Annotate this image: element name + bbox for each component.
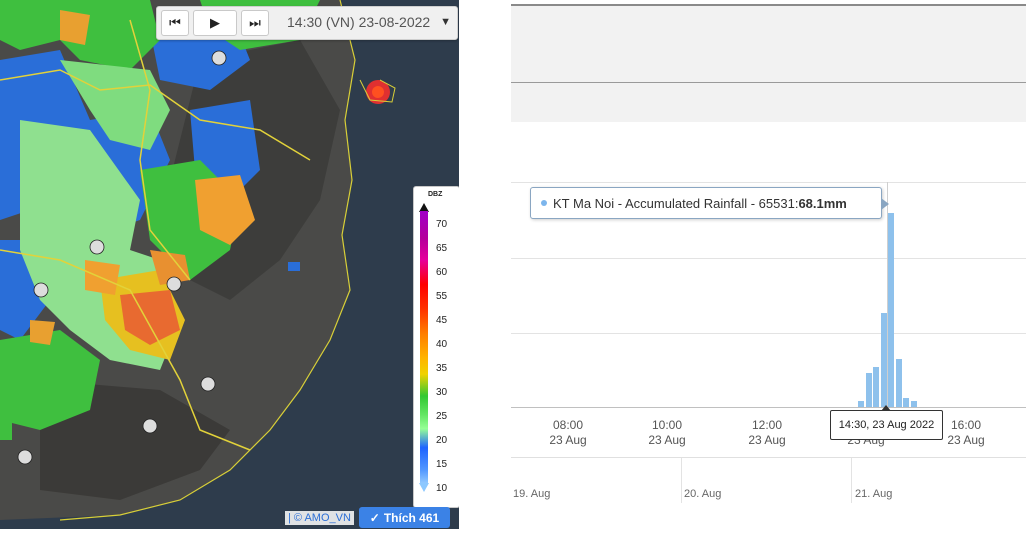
legend-tick: 15 (436, 459, 448, 470)
map-credit-link[interactable]: | © AMO_VN (285, 511, 354, 525)
chart-header-band (511, 4, 1026, 122)
navigator-tick: 19. Aug (513, 488, 551, 500)
rainfall-bar[interactable] (858, 401, 864, 407)
check-icon: ✓ (369, 510, 380, 525)
legend-unit: DBZ (428, 191, 443, 198)
x-tooltip-label: 14:30, 23 Aug 2022 (838, 419, 935, 431)
rainfall-bar[interactable] (873, 367, 879, 407)
legend-tick: 45 (436, 315, 448, 326)
like-button[interactable]: ✓ Thích 461 (359, 507, 450, 528)
legend-tick: 30 (436, 387, 448, 398)
header-divider (511, 82, 1026, 83)
tooltip-pointer (881, 198, 889, 210)
dbz-legend: DBZ 70 65 60 55 45 40 35 30 25 20 15 10 (413, 186, 459, 508)
legend-tick: 60 (436, 267, 448, 278)
navigator-separator (851, 458, 852, 503)
rainfall-bar[interactable] (895, 359, 902, 407)
grid-line (511, 182, 1026, 183)
header-top-line (511, 4, 1026, 6)
rainfall-bar[interactable] (910, 401, 917, 407)
rainfall-bar[interactable] (865, 373, 872, 407)
tooltip-value: 68.1mm (798, 195, 847, 211)
x-tick-time: 08:00 (552, 418, 584, 432)
x-tick: 08:00 23 Aug (533, 418, 603, 448)
x-tick-time: 10:00 (651, 418, 683, 432)
navigator-tick: 21. Aug (855, 488, 893, 500)
x-tick: 12:00 23 Aug (732, 418, 802, 448)
x-tick-time: 16:00 (950, 418, 982, 432)
crosshair-line (887, 182, 888, 408)
legend-tick: 40 (436, 339, 448, 350)
radar-map[interactable]: ⏮ ▶ ⏭ 14:30 (VN) 23-08-2022 ▼ DBZ 70 65 … (0, 0, 459, 529)
rainfall-bar[interactable] (903, 398, 909, 407)
navigator-line (511, 457, 1026, 458)
grid-line (511, 258, 1026, 259)
chevron-down-icon[interactable]: ▼ (440, 16, 451, 28)
legend-tick: 70 (436, 219, 448, 230)
legend-color-bar (420, 211, 428, 483)
skip-forward-icon: ⏭ (249, 15, 261, 30)
radar-terrain (0, 0, 459, 529)
skip-forward-button[interactable]: ⏭ (241, 10, 269, 36)
legend-tick: 35 (436, 363, 448, 374)
legend-tick: 25 (436, 411, 448, 422)
x-tick-time: 12:00 (751, 418, 783, 432)
rainfall-bar[interactable] (880, 313, 887, 407)
legend-min-arrow (419, 483, 429, 492)
legend-max-arrow (419, 203, 429, 212)
legend-tick: 55 (436, 291, 448, 302)
navigator-separator (681, 458, 682, 503)
series-tooltip: KT Ma Noi - Accumulated Rainfall - 65531… (530, 187, 889, 219)
legend-tick: 65 (436, 243, 448, 254)
x-axis-line (511, 407, 1026, 408)
tooltip-notch (881, 405, 891, 411)
playback-toolbar: ⏮ ▶ ⏭ 14:30 (VN) 23-08-2022 ▼ (156, 6, 458, 40)
x-tick-date: 23 Aug (549, 433, 587, 447)
like-label: Thích 461 (383, 510, 440, 525)
x-tick: 16:00 23 Aug (931, 418, 1001, 448)
rainfall-chart[interactable]: 08:00 23 Aug 10:00 23 Aug 12:00 23 Aug 2… (511, 0, 1026, 534)
play-icon: ▶ (210, 15, 220, 30)
skip-back-icon: ⏮ (169, 15, 181, 30)
play-button[interactable]: ▶ (193, 10, 237, 36)
time-selector[interactable]: 14:30 (VN) 23-08-2022 (287, 14, 431, 30)
x-tick-date: 23 Aug (947, 433, 985, 447)
x-axis-tooltip: 14:30, 23 Aug 2022 (830, 405, 943, 440)
legend-tick: 20 (436, 435, 448, 446)
x-tick-date: 23 Aug (648, 433, 686, 447)
skip-back-button[interactable]: ⏮ (161, 10, 189, 36)
series-dot-icon (541, 200, 547, 206)
legend-tick: 10 (436, 483, 448, 494)
grid-line (511, 333, 1026, 334)
rainfall-bar[interactable] (888, 213, 894, 407)
tooltip-series: KT Ma Noi - Accumulated Rainfall - 65531… (553, 195, 799, 211)
x-tick-date: 23 Aug (748, 433, 786, 447)
navigator-tick: 20. Aug (684, 488, 722, 500)
x-tick: 10:00 23 Aug (632, 418, 702, 448)
